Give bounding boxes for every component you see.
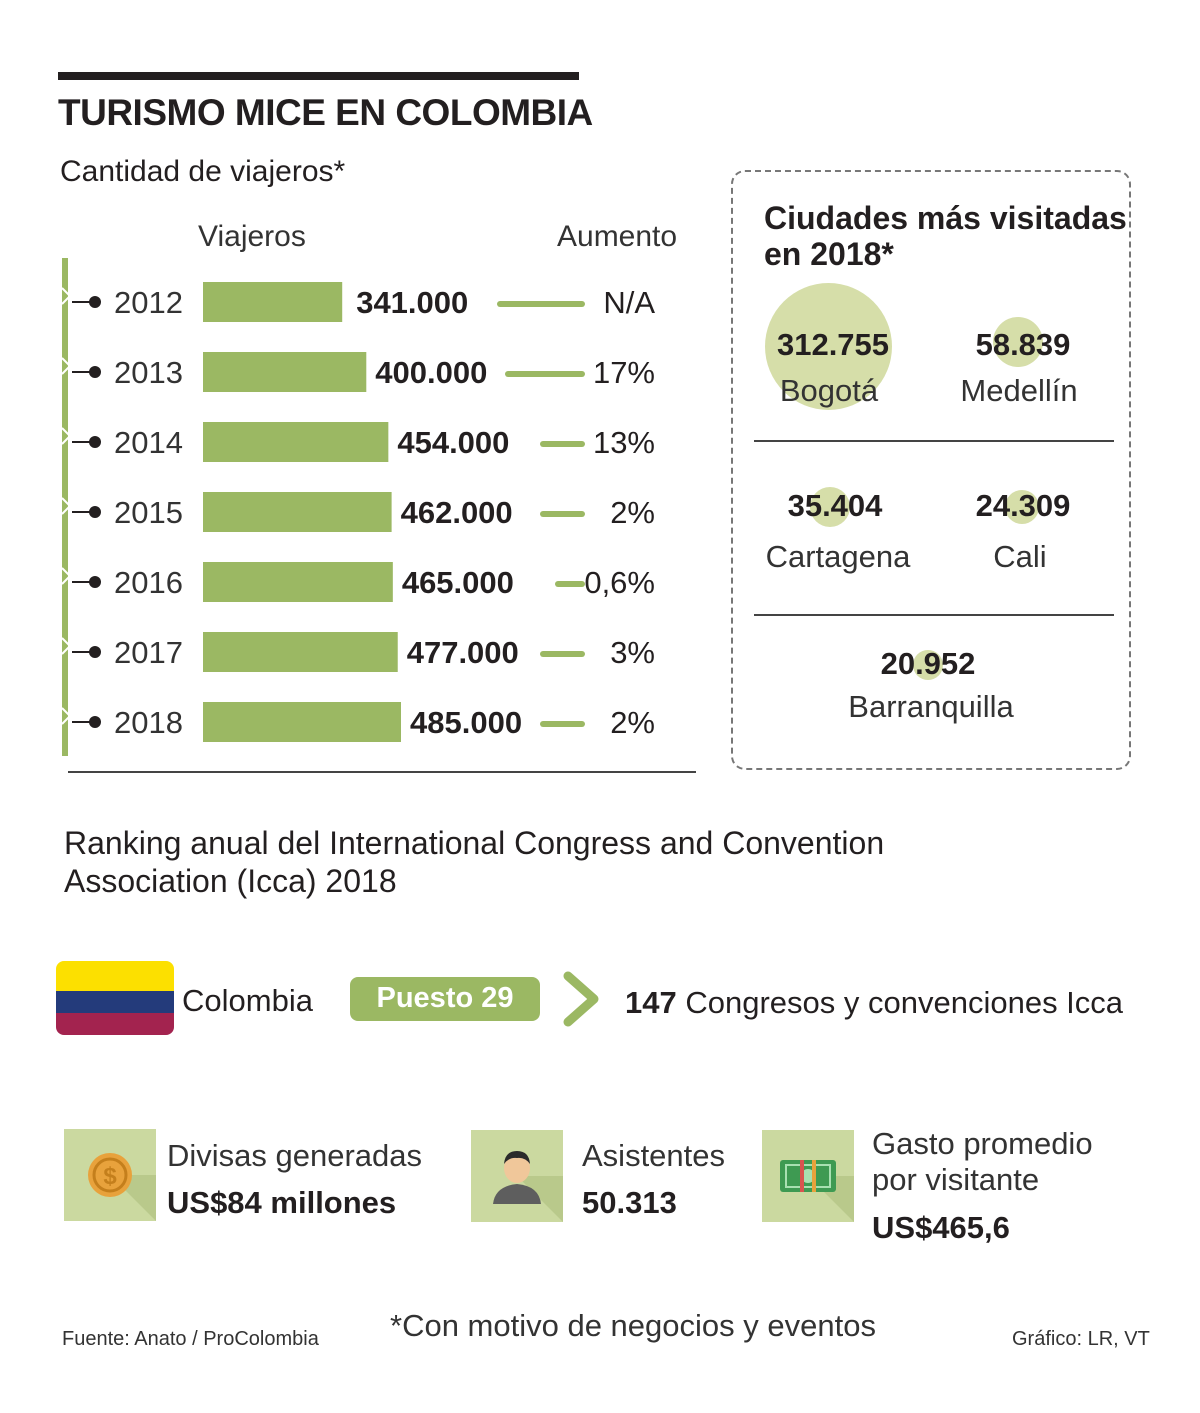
timeline-dot bbox=[89, 506, 101, 518]
stat-label-gasto-line2: por visitante bbox=[872, 1162, 1040, 1197]
congress-number: 147 bbox=[625, 985, 677, 1020]
ranking-title-line2: Association (Icca) 2018 bbox=[64, 863, 397, 899]
chart-subtitle: Cantidad de viajeros* bbox=[60, 155, 346, 188]
city-name-medellin: Medellín bbox=[960, 373, 1078, 408]
ranking-title: Ranking anual del International Congress… bbox=[64, 824, 964, 900]
timeline-dot bbox=[89, 716, 101, 728]
cities-title-line1: Ciudades más visitadas bbox=[764, 200, 1127, 236]
change-label: 0,6% bbox=[584, 565, 655, 600]
city-name-barranquilla: Barranquilla bbox=[848, 689, 1014, 724]
stat-label-divisas: Divisas generadas bbox=[167, 1138, 423, 1173]
stat-label-gasto: Gasto promedio por visitante bbox=[872, 1126, 1093, 1198]
ranking-title-line1: Ranking anual del International Congress… bbox=[64, 825, 885, 861]
timeline-notch bbox=[61, 637, 72, 655]
congress-text: Congresos y convenciones Icca bbox=[685, 985, 1124, 1020]
change-label: 2% bbox=[610, 495, 655, 530]
year-label: 2013 bbox=[114, 355, 183, 390]
change-label: 17% bbox=[593, 355, 655, 390]
year-label: 2016 bbox=[114, 565, 183, 600]
city-name-cali: Cali bbox=[993, 539, 1047, 574]
colombia-flag-icon bbox=[56, 961, 174, 1035]
country-name: Colombia bbox=[182, 983, 313, 1018]
congress-count: 147 Congresos y convenciones Icca bbox=[625, 985, 1123, 1021]
coin-icon: $ bbox=[64, 1129, 156, 1221]
bar-2018 bbox=[203, 702, 401, 742]
change-label: 13% bbox=[593, 425, 655, 460]
person-icon bbox=[471, 1130, 563, 1222]
bubble-barranquilla bbox=[913, 650, 943, 680]
timeline-dot bbox=[89, 366, 101, 378]
city-name-bogota: Bogotá bbox=[779, 373, 879, 408]
timeline-dot bbox=[89, 576, 101, 588]
stat-value-gasto: US$465,6 bbox=[872, 1210, 1010, 1245]
value-label: 485.000 bbox=[410, 705, 522, 740]
chart-baseline-rule bbox=[68, 771, 696, 773]
timeline-dot bbox=[89, 296, 101, 308]
year-label: 2014 bbox=[114, 425, 183, 460]
value-label: 465.000 bbox=[402, 565, 514, 600]
bar-2013 bbox=[203, 352, 367, 392]
value-label: 477.000 bbox=[407, 635, 519, 670]
bubble-bogota bbox=[765, 283, 892, 410]
change-label: N/A bbox=[603, 285, 655, 320]
column-header-viajeros: Viajeros bbox=[198, 220, 306, 253]
bar-2012 bbox=[203, 282, 343, 322]
bar-2016 bbox=[203, 562, 393, 602]
city-name-cartagena: Cartagena bbox=[765, 539, 911, 574]
stat-label-gasto-line1: Gasto promedio bbox=[872, 1126, 1093, 1161]
city-value-cartagena: 35.404 bbox=[787, 488, 883, 523]
bar-2015 bbox=[203, 492, 392, 532]
page-title: TURISMO MICE EN COLOMBIA bbox=[58, 92, 593, 133]
timeline-dot bbox=[89, 646, 101, 658]
value-label: 400.000 bbox=[375, 355, 487, 390]
value-label: 462.000 bbox=[401, 495, 513, 530]
timeline-notch bbox=[61, 357, 72, 375]
change-label: 2% bbox=[610, 705, 655, 740]
cities-title-line2: en 2018* bbox=[764, 236, 894, 272]
value-label: 454.000 bbox=[397, 425, 509, 460]
rank-badge: Puesto 29 bbox=[350, 977, 540, 1021]
year-label: 2018 bbox=[114, 705, 183, 740]
timeline-notch bbox=[61, 497, 72, 515]
stat-label-asistentes: Asistentes bbox=[582, 1138, 726, 1173]
stat-value-divisas: US$84 millones bbox=[167, 1185, 397, 1220]
value-label: 341.000 bbox=[356, 285, 468, 320]
city-value-medellin: 58.839 bbox=[975, 327, 1071, 362]
year-label: 2017 bbox=[114, 635, 183, 670]
travelers-bar-chart: 2012 341.000 N/A 2013 400.000 17% 2014 454.000 1… bbox=[61, 258, 655, 756]
cities-title: Ciudades más visitadas en 2018* bbox=[764, 200, 1127, 272]
source-credit: Fuente: Anato / ProColombia bbox=[62, 1328, 319, 1350]
city-value-cali: 24.309 bbox=[975, 488, 1071, 523]
city-value-bogota: 312.755 bbox=[776, 327, 890, 362]
column-header-aumento: Aumento bbox=[557, 220, 678, 253]
timeline-notch bbox=[61, 707, 72, 725]
svg-text:$: $ bbox=[103, 1163, 117, 1190]
chevron-right-icon bbox=[563, 971, 599, 1027]
timeline-notch bbox=[61, 287, 72, 305]
timeline-notch bbox=[61, 567, 72, 585]
bar-2017 bbox=[203, 632, 398, 672]
timeline-dot bbox=[89, 436, 101, 448]
graphic-credit: Gráfico: LR, VT bbox=[1012, 1328, 1150, 1350]
cities-panel bbox=[731, 170, 1131, 770]
change-label: 3% bbox=[610, 635, 655, 670]
year-label: 2012 bbox=[114, 285, 183, 320]
bubble-medellin bbox=[993, 317, 1043, 367]
stat-value-asistentes: 50.313 bbox=[582, 1185, 677, 1220]
cities-divider bbox=[754, 440, 1114, 442]
year-label: 2015 bbox=[114, 495, 183, 530]
top-rule bbox=[58, 72, 579, 80]
bubble-cartagena bbox=[810, 487, 850, 527]
bubble-cali bbox=[1005, 490, 1039, 524]
timeline-spine bbox=[62, 258, 68, 756]
city-value-barranquilla: 20.952 bbox=[880, 646, 976, 681]
bar-2014 bbox=[203, 422, 389, 462]
timeline-notch bbox=[61, 427, 72, 445]
cities-divider bbox=[754, 614, 1114, 616]
banknote-icon bbox=[762, 1130, 854, 1222]
footnote: *Con motivo de negocios y eventos bbox=[390, 1308, 876, 1343]
